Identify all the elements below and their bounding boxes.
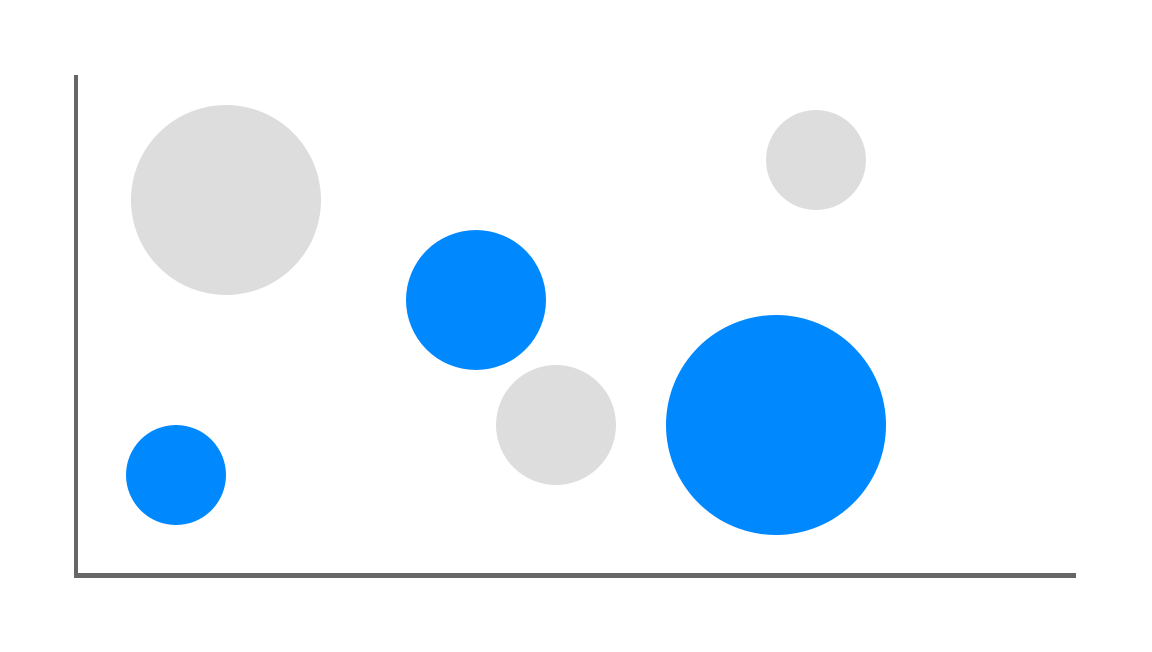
bubble-series-1-point-3: [666, 315, 886, 535]
bubble-series-2-point-3: [766, 110, 866, 210]
bubble-layer: [126, 105, 886, 535]
bubble-series-2-point-1: [131, 105, 321, 295]
bubble-series-1-point-2: [406, 230, 546, 370]
bubble-series-2-point-2: [496, 365, 616, 485]
bubble-series-1-point-1: [126, 425, 226, 525]
